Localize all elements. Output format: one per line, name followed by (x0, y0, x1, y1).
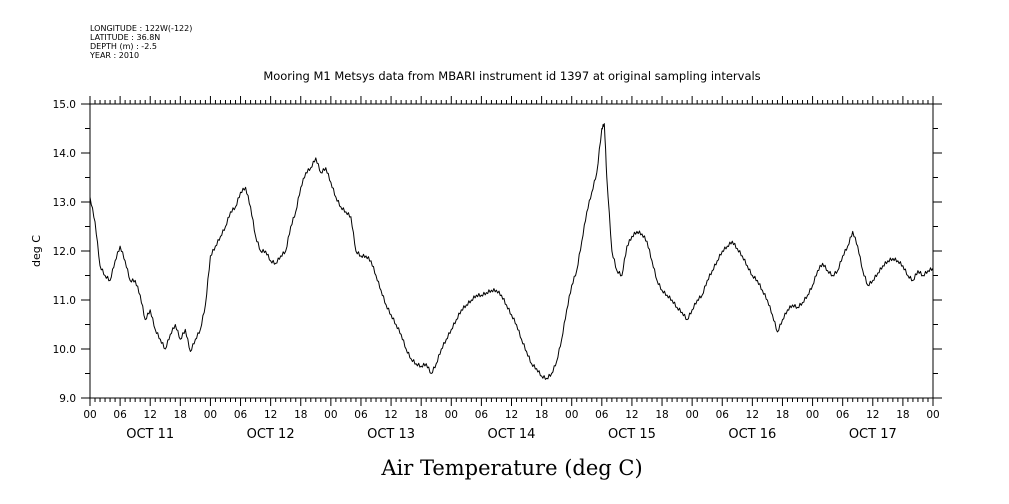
x-axis-label: Air Temperature (deg C) (380, 456, 642, 480)
x-axis: 00 06 12 18 00 06 12 18 00 06 12 18 00 06 12 18 00 06 12 18… (83, 409, 939, 442)
x-tick-label: 18 (174, 409, 187, 421)
y-axis: 9.0 10.0 11.0 12.0 13.0 14.0 15.0 (53, 99, 942, 405)
x-tick-label: 00 (565, 409, 578, 421)
x-tick-label: 06 (716, 409, 730, 421)
metadata-block: LONGITUDE : 122W(-122) LATITUDE : 36.8N … (89, 24, 192, 60)
x-tick-label: 18 (294, 409, 307, 421)
series-layer (89, 123, 934, 380)
x-day-label: OCT 12 (247, 427, 295, 442)
y-tick-label: 12.0 (53, 246, 76, 258)
x-tick-label: 06 (113, 409, 127, 421)
x-tick-label: 00 (83, 409, 96, 421)
y-tick-label: 9.0 (59, 393, 76, 405)
x-tick-label: 06 (475, 409, 489, 421)
x-tick-label: 00 (806, 409, 819, 421)
x-day-label: OCT 16 (728, 427, 776, 442)
y-tick-label: 13.0 (53, 197, 76, 209)
y-tick-label: 15.0 (53, 99, 76, 111)
x-tick-label: 12 (625, 409, 638, 421)
y-tick-label: 10.0 (53, 344, 76, 356)
x-tick-label: 18 (655, 409, 668, 421)
x-tick-label: 00 (324, 409, 337, 421)
x-day-label: OCT 15 (608, 427, 656, 442)
meta-year: YEAR : 2010 (89, 51, 139, 60)
x-tick-label: 06 (836, 409, 850, 421)
x-tick-label: 00 (926, 409, 939, 421)
x-tick-label: 00 (445, 409, 458, 421)
x-tick-label: 00 (204, 409, 217, 421)
y-tick-label: 14.0 (53, 148, 76, 160)
x-day-label: OCT 14 (488, 427, 536, 442)
x-tick-label: 00 (685, 409, 698, 421)
x-tick-label: 12 (384, 409, 397, 421)
x-tick-label: 12 (866, 409, 879, 421)
x-day-label: OCT 13 (367, 427, 415, 442)
y-axis-label: deg C (30, 235, 43, 267)
minor-ticks (89, 96, 934, 406)
x-tick-label: 18 (535, 409, 548, 421)
chart-title: Mooring M1 Metsys data from MBARI instru… (263, 69, 760, 83)
x-tick-label: 06 (595, 409, 609, 421)
x-tick-label: 06 (234, 409, 248, 421)
x-tick-label: 12 (144, 409, 157, 421)
y-tick-label: 11.0 (53, 295, 76, 307)
x-tick-label: 12 (746, 409, 759, 421)
x-day-label: OCT 17 (849, 427, 897, 442)
meta-latitude: LATITUDE : 36.8N (90, 33, 160, 42)
temperature-series-line (89, 123, 934, 380)
x-day-label: OCT 11 (126, 427, 174, 442)
meta-longitude: LONGITUDE : 122W(-122) (90, 24, 192, 33)
x-tick-label: 12 (264, 409, 277, 421)
x-tick-label: 18 (414, 409, 427, 421)
x-tick-label: 18 (896, 409, 909, 421)
meta-depth: DEPTH (m) : -2.5 (90, 42, 157, 51)
x-tick-label: 06 (354, 409, 368, 421)
x-tick-label: 12 (505, 409, 518, 421)
x-tick-label: 18 (776, 409, 789, 421)
